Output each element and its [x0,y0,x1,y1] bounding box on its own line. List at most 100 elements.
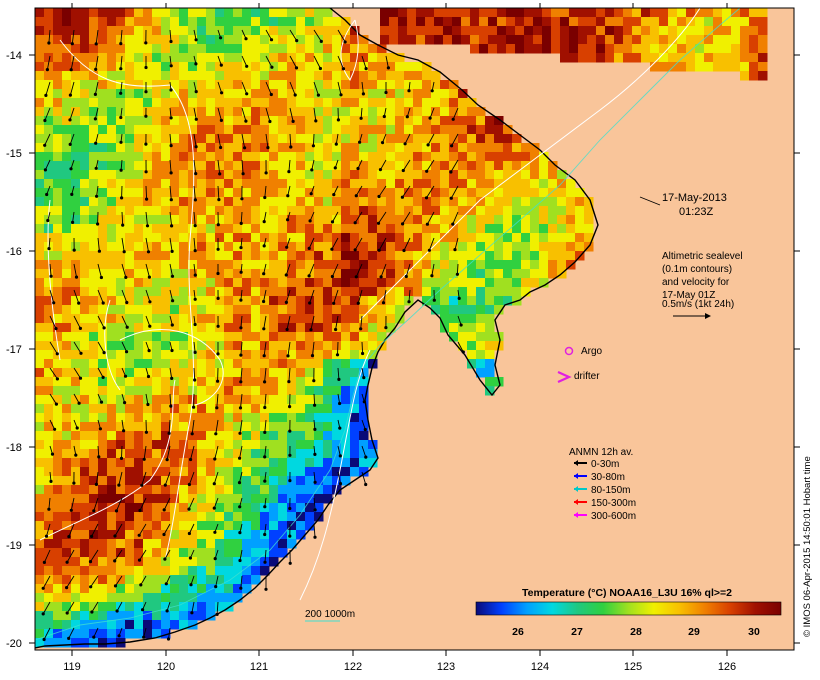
velocity-arrow [73,289,81,305]
sst-cell [206,179,216,189]
sst-cell [386,62,396,72]
sst-cell [404,287,414,297]
sst-cell [548,242,558,252]
sst-cell [152,458,162,468]
lon-tick-label: 124 [531,661,549,673]
sst-cell [512,251,522,261]
sst-cell [323,44,333,54]
sst-cell [296,206,306,216]
sst-cell [242,548,252,558]
sst-cell [107,224,117,234]
sst-cell [278,152,288,162]
sst-cell [341,233,351,243]
sst-cell [179,35,189,45]
sst-cell [170,431,180,441]
sst-cell [161,224,171,234]
sst-cell [305,368,315,378]
sst-cell [332,413,342,423]
velocity-arrow [193,341,197,354]
sst-cell [494,143,504,153]
sst-cell [305,143,315,153]
sst-cell [44,278,54,288]
sst-cell [125,170,135,180]
sst-cell [152,269,162,279]
sst-cell [35,611,45,621]
sst-cell [143,260,153,270]
sst-cell [422,224,432,234]
sst-cell [287,341,297,351]
sst-cell [350,188,360,198]
sst-cell [152,557,162,567]
sst-cell [197,350,207,360]
sst-cell [80,26,90,36]
sst-cell [440,305,450,315]
sst-cell [161,125,171,135]
sst-cell [107,179,117,189]
sst-cell [368,305,378,315]
sst-cell [170,71,180,81]
sst-cell [125,521,135,531]
velocity-arrow [49,367,60,381]
velocity-arrow [217,29,223,40]
sst-cell [380,17,390,27]
sst-cell [323,269,333,279]
sst-cell [296,251,306,261]
sst-cell [206,323,216,333]
sst-cell [170,107,180,117]
sst-cell [341,134,351,144]
sst-cell [233,125,243,135]
sst-cell [314,350,324,360]
sst-cell [332,17,342,27]
sst-cell [89,557,99,567]
sst-cell [71,260,81,270]
sst-cell [62,350,72,360]
sst-cell [188,188,198,198]
sst-cell [89,494,99,504]
sst-cell [179,422,189,432]
sst-cell [170,98,180,108]
sst-cell [278,332,288,342]
sst-cell [341,359,351,369]
sst-cell [116,449,126,459]
sst-cell [62,98,72,108]
sst-cell [161,134,171,144]
sst-cell [53,143,63,153]
velocity-arrow [193,55,198,66]
sst-cell [125,233,135,243]
sst-cell [251,422,261,432]
sst-cell [479,35,489,45]
sst-cell [89,548,99,558]
sst-cell [278,386,288,396]
sst-cell [80,224,90,234]
sst-cell [71,530,81,540]
sst-cell [98,134,108,144]
sst-cell [350,98,360,108]
sst-cell [278,107,288,117]
sst-cell [35,350,45,360]
sst-cell [404,260,414,270]
sst-cell [305,233,315,243]
sst-cell [494,170,504,180]
sst-cell [170,449,180,459]
sst-cell [269,449,279,459]
sst-cell [566,206,576,216]
sst-cell [143,611,153,621]
sst-cell [71,584,81,594]
sst-cell [395,206,405,216]
sst-cell [116,98,126,108]
sst-cell [206,44,216,54]
sst-cell [287,80,297,90]
velocity-arrows [41,29,465,642]
sst-cell [179,71,189,81]
velocity-arrow [216,289,220,300]
sst-cell [350,170,360,180]
sst-cell [35,107,45,117]
sst-cell [359,449,369,459]
sst-cell [305,413,315,423]
sst-cell [125,188,135,198]
sst-cell [395,80,405,90]
sst-cell [332,395,342,405]
sst-cell [242,422,252,432]
sst-cell [287,449,297,459]
sst-cell [251,188,261,198]
